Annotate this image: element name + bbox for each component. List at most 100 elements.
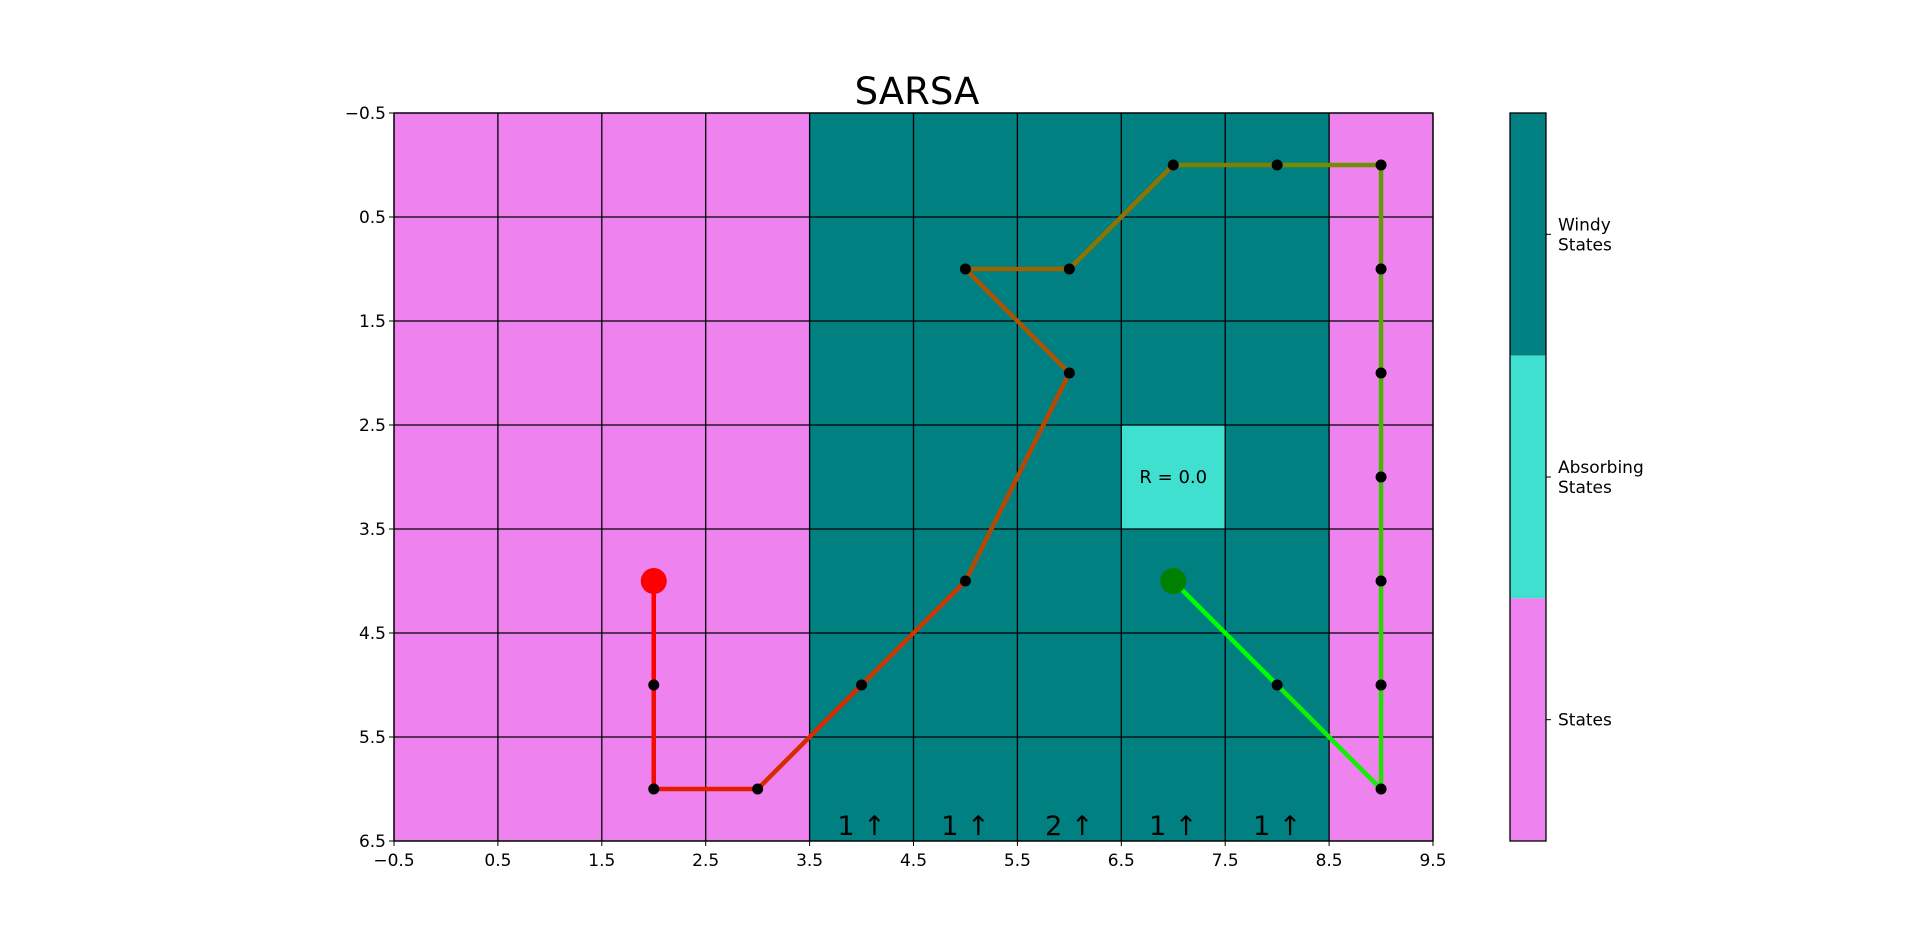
y-tick-label: 1.5 — [359, 312, 386, 332]
windy-cell — [1121, 321, 1226, 425]
state-cell — [394, 737, 498, 841]
trajectory-point — [752, 783, 764, 795]
y-tick-label: 2.5 — [359, 416, 386, 436]
x-tick-label: 6.5 — [1108, 851, 1135, 871]
windy-cell — [809, 113, 914, 217]
x-tick-label: 9.5 — [1419, 851, 1446, 871]
colorbar-segment — [1510, 113, 1546, 356]
trajectory-point — [959, 263, 971, 275]
x-tick-label: 5.5 — [1004, 851, 1031, 871]
x-tick-label: 4.5 — [900, 851, 927, 871]
y-tick-label: 4.5 — [359, 624, 386, 644]
windy-cell — [809, 529, 914, 633]
trajectory-point — [959, 575, 971, 587]
trajectory-point — [1063, 367, 1075, 379]
windy-cell — [1017, 425, 1122, 529]
windy-cell — [809, 217, 914, 321]
trajectory-path — [651, 162, 1384, 792]
state-cell — [601, 217, 706, 321]
wind-strength-label: 1 ↑ — [941, 811, 989, 842]
state-cell — [705, 217, 810, 321]
x-tick-label: 0.5 — [484, 851, 511, 871]
absorbing-cell — [1121, 425, 1226, 529]
trajectory-point — [1375, 471, 1387, 483]
y-tick-label: 5.5 — [359, 728, 386, 748]
windy-cell — [1225, 529, 1330, 633]
trajectory-point — [1167, 159, 1179, 171]
windy-cell — [809, 321, 914, 425]
trajectory-segment — [963, 370, 1072, 584]
state-cell — [705, 113, 810, 217]
windy-cell — [913, 321, 1018, 425]
colorbar-label: Absorbing States — [1558, 458, 1644, 498]
trajectory-point — [1375, 575, 1387, 587]
windy-cell — [1225, 321, 1330, 425]
state-cell — [705, 529, 810, 633]
colorbar: Windy States Absorbing States States — [1509, 112, 1644, 842]
state-cell — [497, 321, 602, 425]
trajectory-point — [648, 783, 660, 795]
windy-cell — [1017, 633, 1122, 737]
axes: −0.5 0.5 1.5 2.5 3.5 4.5 5.5 6.5 7.5 8.5 9.5 −0.5 0.… — [345, 104, 1447, 871]
state-cell — [394, 217, 498, 321]
windy-cell — [809, 425, 914, 529]
windy-cell — [1121, 217, 1226, 321]
trajectory-point — [1375, 159, 1387, 171]
trajectory-segment — [1274, 682, 1384, 792]
wind-strength-label: 1 ↑ — [1149, 811, 1197, 842]
windy-cell — [1121, 737, 1226, 841]
windy-cell — [1225, 737, 1330, 841]
state-cell — [705, 633, 810, 737]
trajectory-point — [856, 679, 868, 691]
windy-cell — [1121, 633, 1226, 737]
windy-cell — [1225, 425, 1330, 529]
y-tick-label: 3.5 — [359, 520, 386, 540]
state-cell — [497, 113, 602, 217]
windy-cell — [1225, 217, 1330, 321]
state-cell — [497, 425, 602, 529]
trajectory-point — [1375, 367, 1387, 379]
chart-title: SARSA — [855, 70, 980, 113]
state-cell — [705, 425, 810, 529]
state-cell — [394, 425, 498, 529]
x-tick-label: −0.5 — [373, 851, 414, 871]
trajectory-point — [1375, 263, 1387, 275]
wind-strength-label: 1 ↑ — [1253, 811, 1301, 842]
colorbar-label: Windy States — [1558, 215, 1612, 255]
goal-marker — [1160, 568, 1187, 594]
state-cell — [497, 217, 602, 321]
windy-cell — [1017, 737, 1122, 841]
trajectory-point — [1375, 679, 1387, 691]
trajectory-point — [648, 679, 660, 691]
windy-cell — [913, 737, 1018, 841]
y-tick-label: 6.5 — [359, 832, 386, 852]
colorbar-label: States — [1558, 711, 1612, 731]
y-tick-label: −0.5 — [345, 104, 386, 124]
windy-cell — [1017, 113, 1122, 217]
windy-cell — [1017, 529, 1122, 633]
trajectory-segment — [1067, 162, 1176, 272]
windy-cell — [913, 113, 1018, 217]
trajectory-point — [1271, 679, 1283, 691]
state-cell — [601, 113, 706, 217]
trajectory-segment — [963, 266, 1072, 376]
trajectory-segment — [755, 682, 864, 792]
trajectory-point — [1375, 783, 1387, 795]
trajectory-point — [1271, 159, 1283, 171]
x-tick-label: 3.5 — [796, 851, 823, 871]
wind-strength-label: 2 ↑ — [1045, 811, 1093, 842]
x-tick-label: 8.5 — [1316, 851, 1343, 871]
x-tick-label: 2.5 — [692, 851, 719, 871]
state-cell — [394, 633, 498, 737]
state-cell — [601, 425, 706, 529]
trajectory-markers — [640, 159, 1387, 795]
annotations: R = 0.0 1 ↑ 1 ↑ 2 ↑ 1 ↑ 1 ↑ — [837, 467, 1301, 842]
trajectory-segment — [1171, 578, 1280, 688]
state-cell — [497, 633, 602, 737]
x-tick-label: 1.5 — [588, 851, 615, 871]
colorbar-segment — [1510, 598, 1546, 841]
state-cell — [394, 529, 498, 633]
windy-cell — [913, 633, 1018, 737]
windy-cell — [809, 737, 914, 841]
